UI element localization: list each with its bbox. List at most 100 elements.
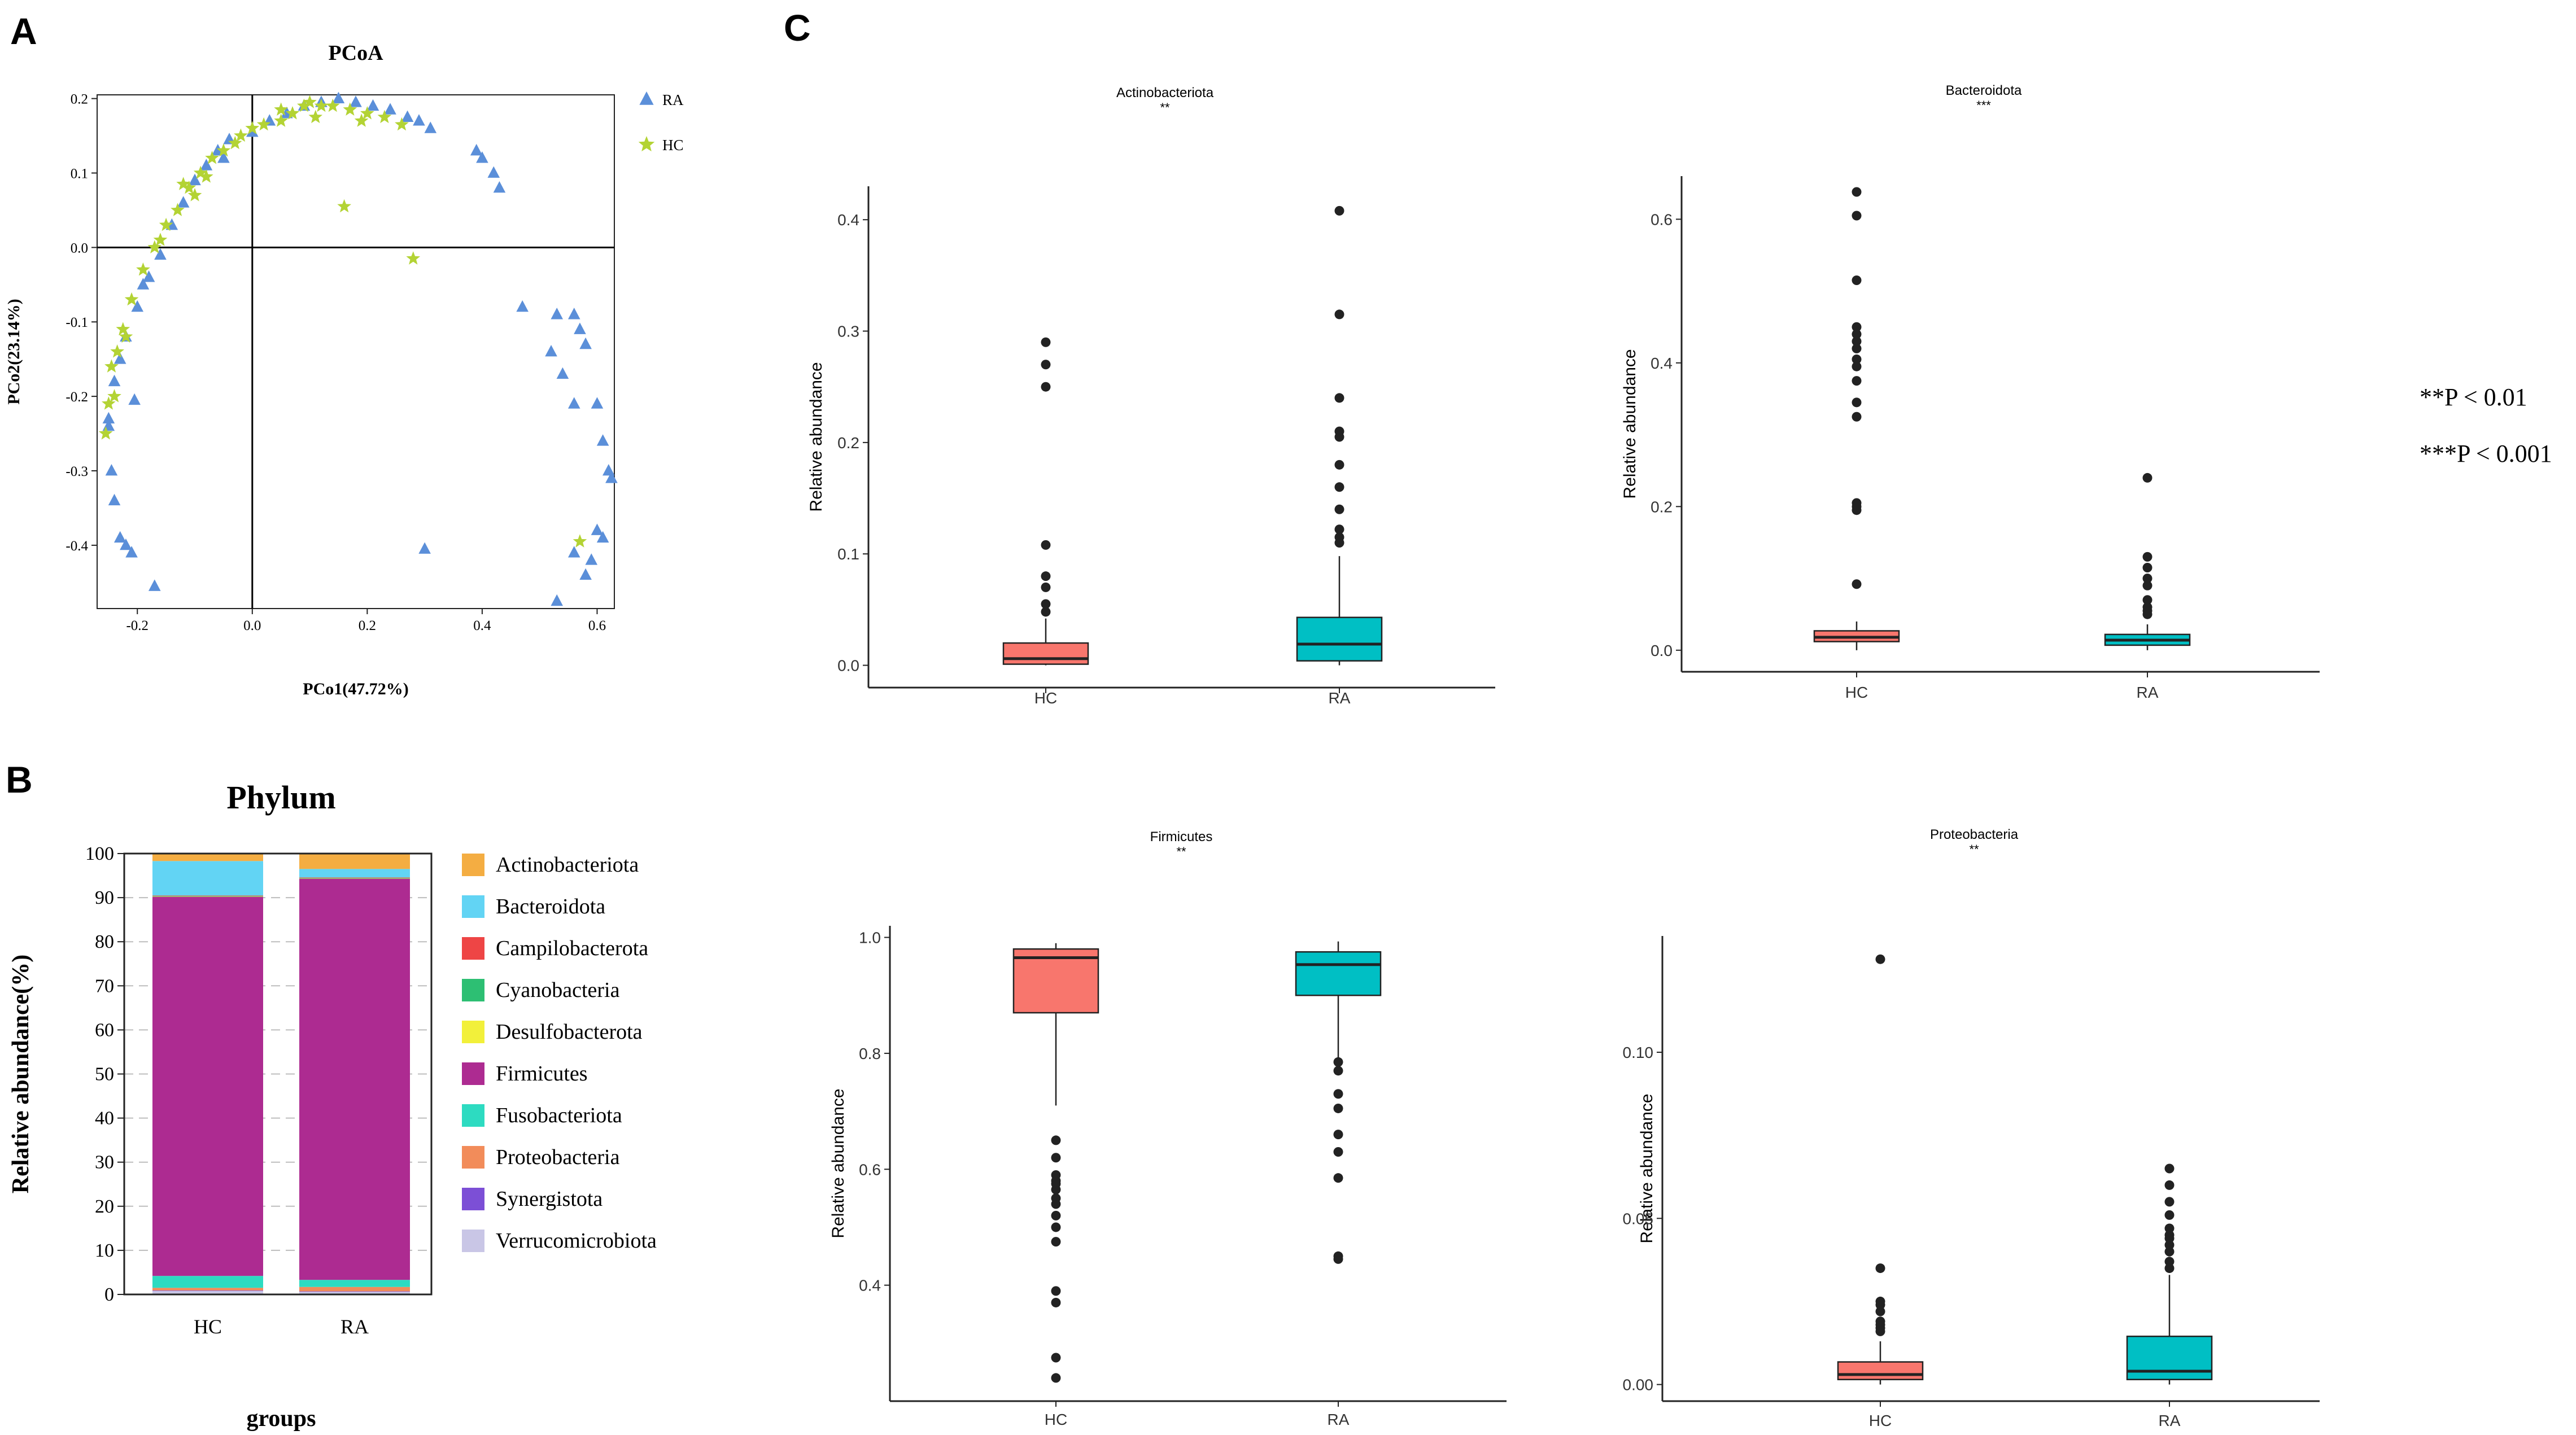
firmicutes-outlier-hc [1051, 1373, 1061, 1383]
proteobacteria-outlier-ra [2164, 1230, 2175, 1240]
actinobacteriota-outlier-ra [1334, 504, 1344, 514]
pcoa-y-tick-label: -0.3 [66, 464, 88, 479]
pcoa-point-ra [142, 270, 155, 282]
proteobacteria-x-tick-label-ra: RA [2159, 1412, 2181, 1429]
proteobacteria-title: Proteobacteria [1930, 827, 2019, 842]
pcoa-point-ra [602, 464, 615, 476]
bacteroidota-outlier-hc [1852, 211, 1862, 221]
firmicutes-outlier-ra [1333, 1089, 1343, 1099]
proteobacteria-y-axis-label: Relative abundance [1638, 1093, 1656, 1243]
bacteroidota-outlier-hc [1852, 336, 1862, 347]
phylum-y-tick-label: 70 [95, 975, 114, 996]
pcoa-point-hc [303, 95, 317, 108]
phylum-legend-label-verrucomicrobiota: Verrucomicrobiota [496, 1229, 657, 1253]
proteobacteria-outlier-ra [2164, 1246, 2175, 1257]
actinobacteriota-outlier-ra [1334, 482, 1344, 492]
pcoa-point-hc [136, 262, 150, 276]
bacteroidota-outlier-hc [1852, 343, 1862, 353]
proteobacteria-outlier-ra [2164, 1197, 2175, 1207]
phylum-legend-swatch-fusobacteriota [462, 1104, 484, 1127]
pcoa-point-ra [113, 352, 126, 364]
pcoa-point-hc [159, 217, 173, 231]
pcoa-title: PCoA [328, 41, 383, 65]
pcoa-point-ra [350, 95, 362, 107]
firmicutes-y-tick-label: 1.0 [859, 929, 881, 947]
firmicutes-outlier-hc [1051, 1237, 1061, 1247]
proteobacteria-outlier-hc [1875, 1296, 1885, 1306]
phylum-bar-segment-synergistota [152, 1290, 263, 1291]
pcoa-point-ra [217, 151, 230, 163]
firmicutes-outlier-ra [1333, 1173, 1343, 1183]
proteobacteria-outlier-ra [2164, 1223, 2175, 1233]
pcoa-point-ra [128, 393, 141, 405]
bacteroidota-outlier-ra [2142, 580, 2153, 590]
pcoa-point-hc [216, 143, 231, 157]
proteobacteria-significance: ** [1969, 842, 1979, 856]
firmicutes-box-ra [1295, 951, 1382, 996]
pcoa-point-ra [567, 397, 580, 409]
pcoa-x-tick-label: 0.4 [473, 618, 491, 633]
pcoa-point-ra [113, 531, 126, 543]
firmicutes-x-tick-label-hc: HC [1045, 1411, 1067, 1428]
pcoa-point-ra [551, 308, 564, 320]
phylum-legend-swatch-firmicutes [462, 1062, 484, 1085]
pcoa-point-ra [476, 151, 488, 163]
pcoa-y-tick-label: -0.1 [66, 315, 88, 330]
panel-label-a: A [10, 10, 37, 52]
proteobacteria-outlier-hc [1875, 1263, 1885, 1274]
bacteroidota-outlier-hc [1852, 187, 1862, 197]
pcoa-point-ra [579, 337, 592, 349]
bacteroidota-y-axis-label: Relative abundance [1621, 349, 1639, 498]
pcoa-point-hc [182, 180, 197, 194]
pcoa-plot-frame [97, 94, 615, 609]
pcoa-point-hc [314, 98, 329, 112]
pcoa-point-ra [418, 542, 431, 554]
phylum-y-tick-label: 10 [95, 1240, 114, 1261]
actinobacteriota-box-hc [1002, 642, 1089, 665]
pcoa-y-tick-label: -0.2 [66, 390, 88, 405]
actinobacteriota-y-tick-label: 0.0 [837, 657, 859, 675]
panel-label-c: C [784, 7, 811, 49]
firmicutes-outlier-ra [1333, 1103, 1343, 1113]
phylum-legend-swatch-verrucomicrobiota [462, 1230, 484, 1252]
pcoa-point-hc [102, 396, 116, 410]
significance-legend-two-star: **P < 0.01 [2420, 383, 2527, 411]
pcoa-point-ra [105, 464, 118, 476]
pcoa-point-hc [337, 199, 351, 213]
phylum-y-tick-label: 100 [85, 843, 114, 864]
firmicutes-significance: ** [1176, 845, 1186, 859]
pcoa-point-ra [108, 374, 121, 387]
firmicutes-y-tick-label: 0.4 [859, 1277, 881, 1294]
actinobacteriota-y-tick-label: 0.1 [837, 545, 859, 563]
phylum-bar-segment-campilobacterota [152, 895, 263, 896]
bacteroidota-outlier-hc [1852, 329, 1862, 339]
actinobacteriota-outlier-hc [1041, 582, 1051, 592]
pcoa-point-hc [116, 322, 130, 335]
pcoa-point-hc [256, 117, 271, 131]
proteobacteria-outlier-ra [2164, 1263, 2175, 1274]
pcoa-y-tick-label: 0.1 [71, 166, 88, 181]
firmicutes-outlier-hc [1051, 1184, 1061, 1195]
bacteroidota-x-tick-label-hc: HC [1845, 684, 1868, 701]
actinobacteriota-outlier-hc [1041, 337, 1051, 347]
proteobacteria-outlier-hc [1875, 1316, 1885, 1327]
phylum-bar-segment-desulfobacterota [299, 878, 410, 879]
phylum-bar-segment-desulfobacterota [152, 896, 263, 897]
phylum-y-tick-label: 80 [95, 931, 114, 952]
bacteroidota-outlier-ra [2142, 562, 2153, 572]
firmicutes-outlier-hc [1051, 1222, 1061, 1232]
pcoa-point-hc [360, 106, 374, 120]
proteobacteria-y-tick-label: 0.05 [1623, 1210, 1654, 1227]
pcoa-point-ra [424, 121, 437, 133]
pcoa-point-ra [177, 196, 190, 208]
pcoa-point-hc [245, 121, 260, 134]
phylum-legend-label-cyanobacteria: Cyanobacteria [496, 978, 620, 1002]
pcoa-point-ra [591, 397, 604, 409]
bacteroidota-outlier-ra [2142, 574, 2153, 584]
phylum-legend-label-firmicutes: Firmicutes [496, 1062, 588, 1086]
pcoa-point-ra [567, 308, 580, 320]
firmicutes-outlier-ra [1333, 1130, 1343, 1140]
phylum-bar-segment-actinobacteriota [299, 854, 410, 869]
bacteroidota-outlier-hc [1852, 322, 1862, 332]
firmicutes-outlier-hc [1051, 1153, 1061, 1163]
